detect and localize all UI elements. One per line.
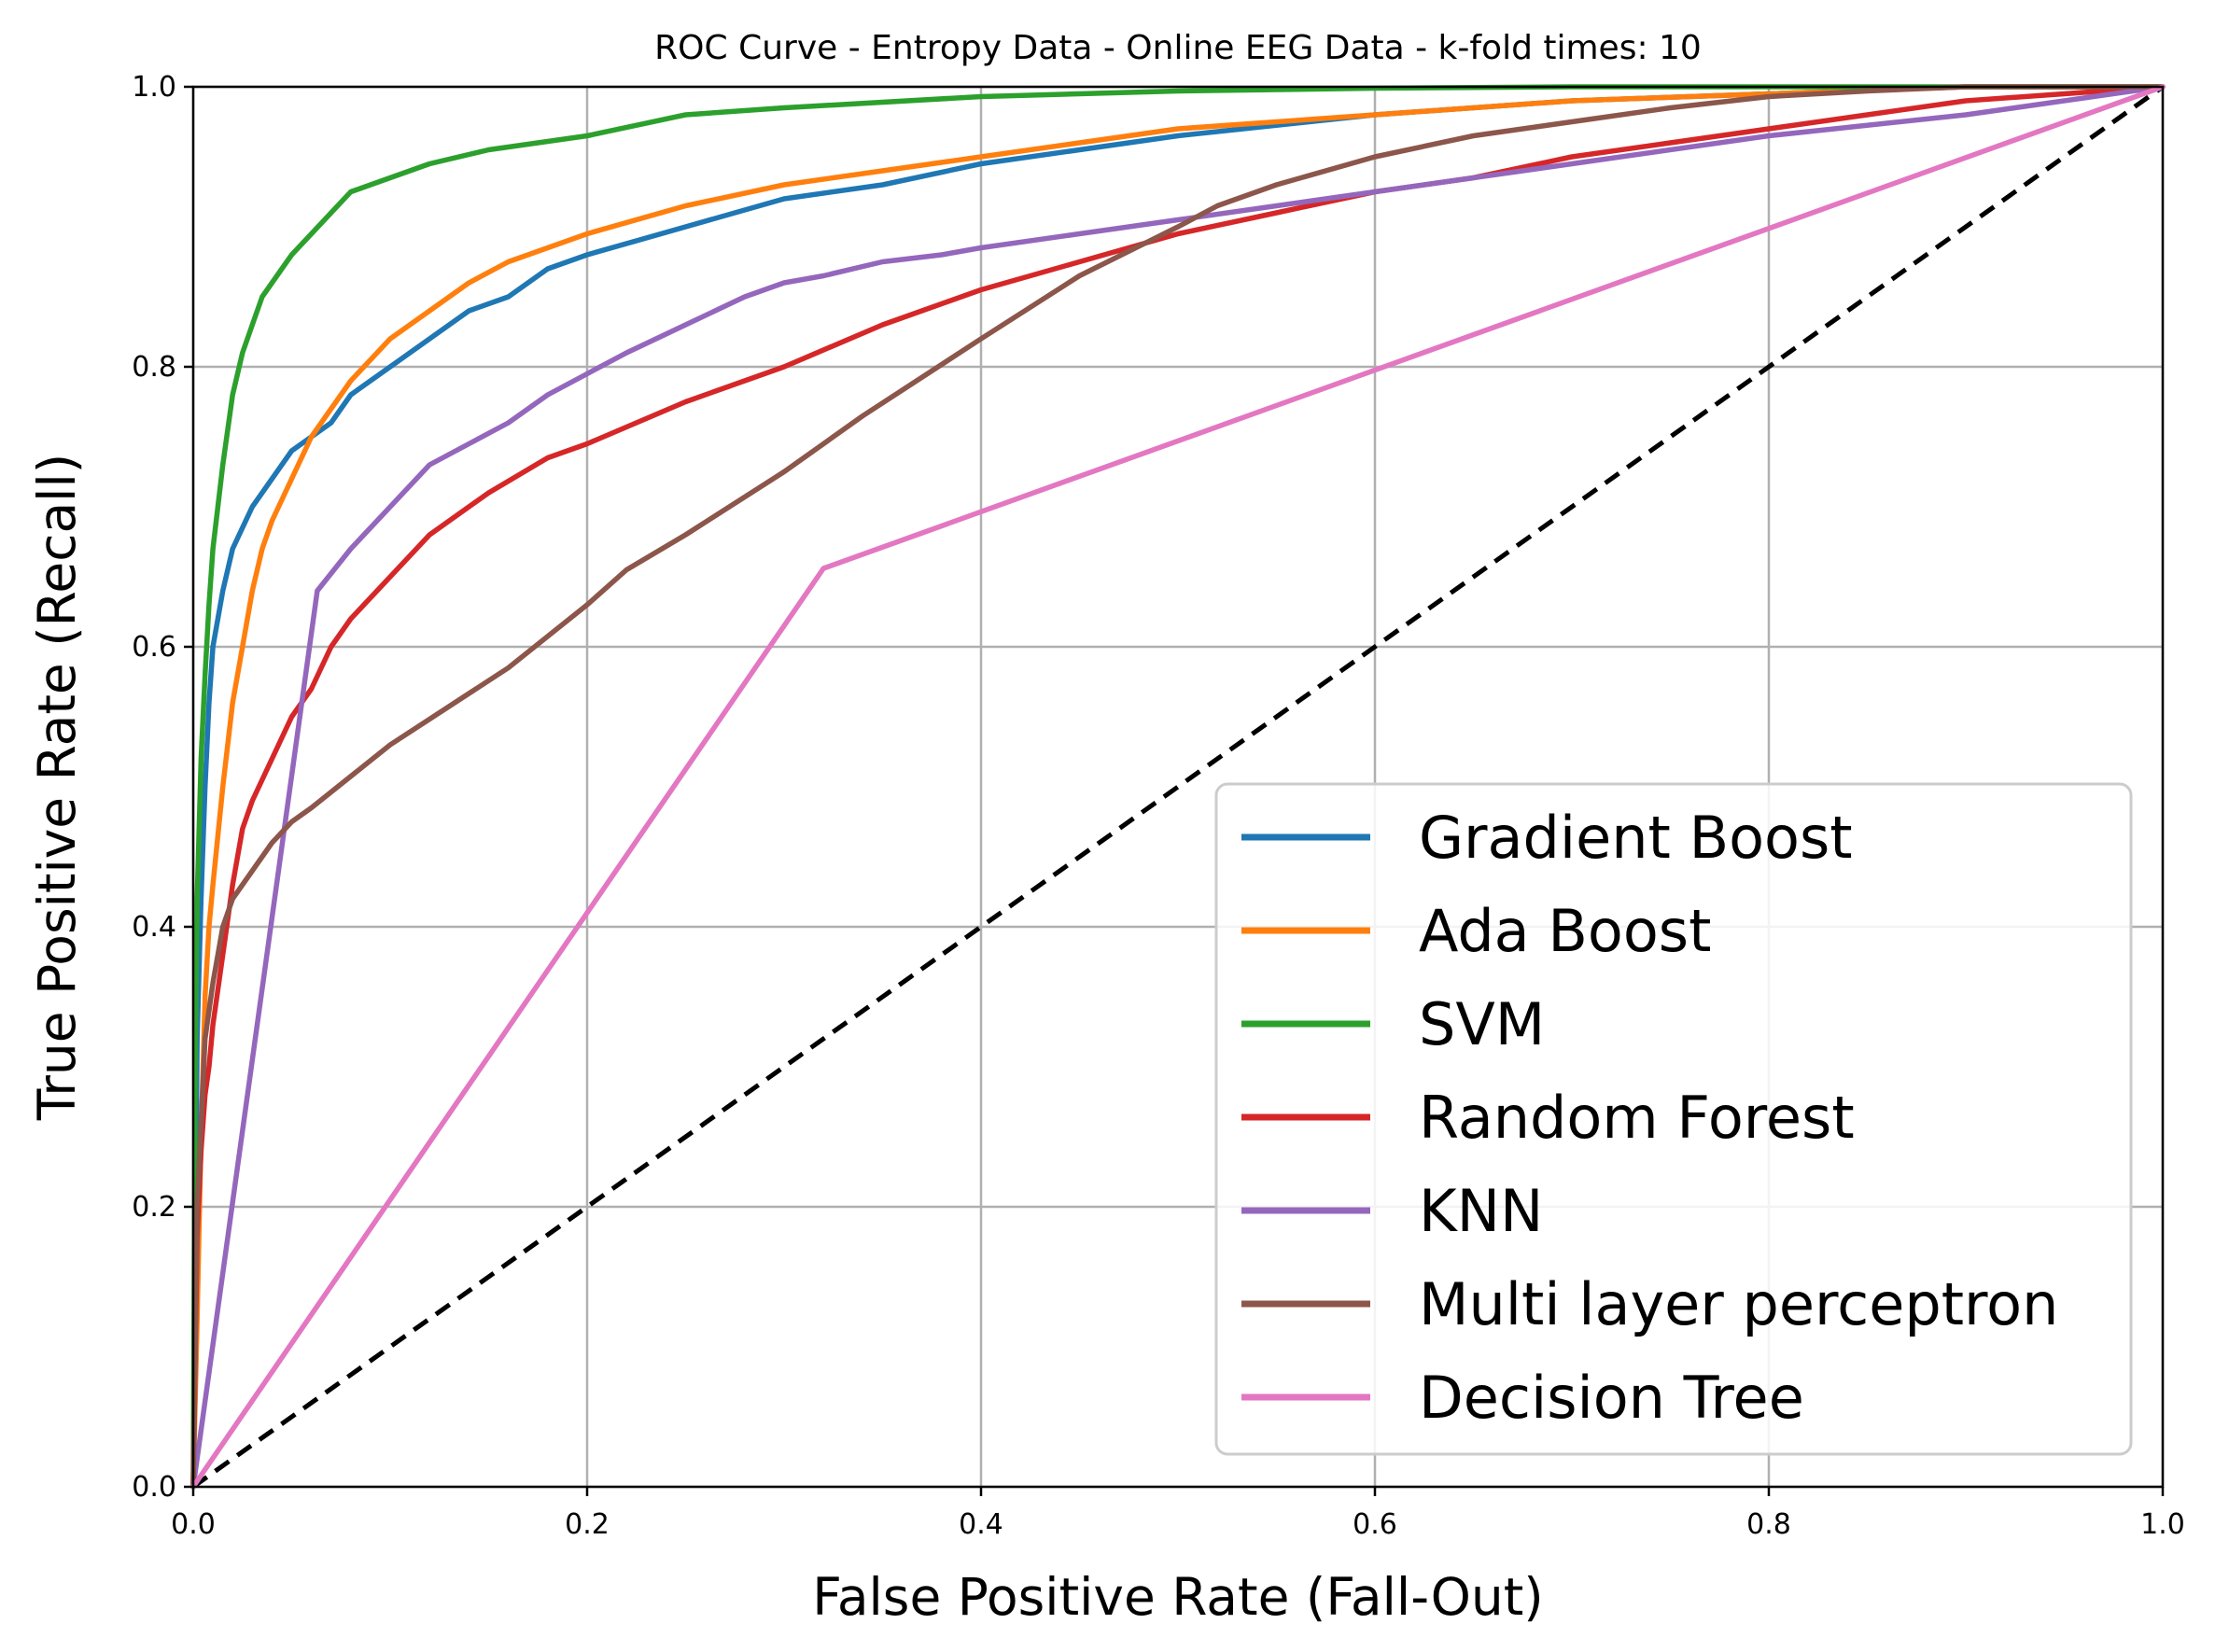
legend-label: SVM [1419, 990, 1545, 1058]
x-axis-label: False Positive Rate (Fall-Out) [812, 1567, 1544, 1627]
series-line-svm [190, 84, 2166, 1490]
reference-diagonal-line [191, 84, 2165, 1490]
x-tick-label: 0.8 [1746, 1508, 1791, 1541]
legend-box [1214, 782, 2133, 1456]
series-line-decision-tree [190, 84, 2166, 1490]
reference-diagonal [191, 84, 2165, 1490]
y-tick-label: 0.4 [132, 911, 176, 944]
tick-labels: 0.0 0.2 0.4 0.6 0.8 1.0 0.0 0.2 0.4 0.6 0.8 1.0 [132, 71, 2185, 1541]
series-line-gradient-boost [190, 84, 2166, 1490]
legend-label: Gradient Boost [1419, 804, 1853, 872]
y-tick-label: 1.0 [132, 71, 176, 104]
y-tick-label: 0.8 [132, 351, 176, 384]
legend-label: Multi layer perceptron [1419, 1270, 2058, 1338]
y-axis-label: True Positive Rate (Recall) [27, 454, 87, 1121]
x-tick-label: 0.4 [959, 1508, 1003, 1541]
series-line-random-forest [190, 84, 2166, 1490]
plot-frame [191, 85, 2165, 1489]
x-tick-label: 1.0 [2140, 1508, 2185, 1541]
series-line-multi-layer-perceptron [190, 84, 2166, 1490]
legend: Gradient Boost Ada Boost SVM Random Forest K… [1214, 782, 2133, 1456]
legend-label: KNN [1419, 1177, 1543, 1245]
y-tick-label: 0.0 [132, 1471, 176, 1504]
y-tick-label: 0.6 [132, 631, 176, 664]
series-line-knn [190, 84, 2166, 1490]
legend-label: Decision Tree [1419, 1364, 1804, 1432]
x-tick-label: 0.2 [565, 1508, 610, 1541]
x-tick-label: 0.6 [1353, 1508, 1397, 1541]
x-tick-label: 0.0 [171, 1508, 216, 1541]
legend-label: Ada Boost [1419, 897, 1711, 965]
series-lines [190, 84, 2166, 1490]
chart-title: ROC Curve - Entropy Data - Online EEG Da… [654, 29, 1702, 67]
legend-label: Random Forest [1419, 1084, 1855, 1152]
series-line-ada-boost [190, 84, 2166, 1490]
y-tick-label: 0.2 [132, 1191, 176, 1224]
